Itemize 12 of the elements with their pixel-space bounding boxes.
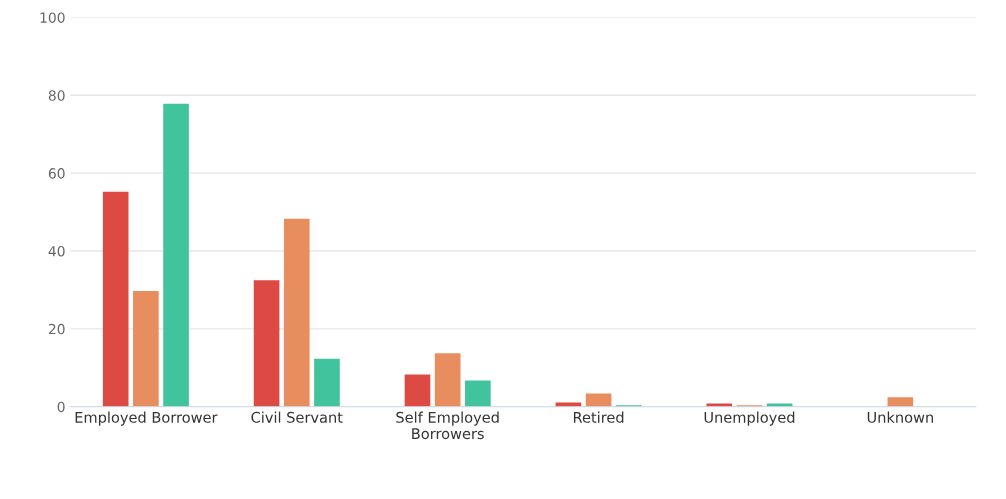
y-tick-label: 80 — [48, 90, 65, 101]
y-tick-label: 60 — [48, 168, 65, 179]
y-tick-label: 20 — [48, 323, 65, 335]
y-tick-label: 100 — [40, 12, 65, 23]
y-tick-label: 0 — [57, 401, 65, 413]
x-tick-label: Unknown — [867, 411, 933, 423]
x-tick-label: Retired — [573, 411, 624, 423]
y-tick-label: 40 — [48, 245, 65, 257]
x-tick-label: Employed Borrower — [75, 411, 218, 426]
x-tick-label: Unemployed — [704, 411, 795, 426]
x-tick-label: Self Employed Borrowers — [396, 411, 499, 440]
x-tick-label: Civil Servant — [251, 411, 343, 423]
